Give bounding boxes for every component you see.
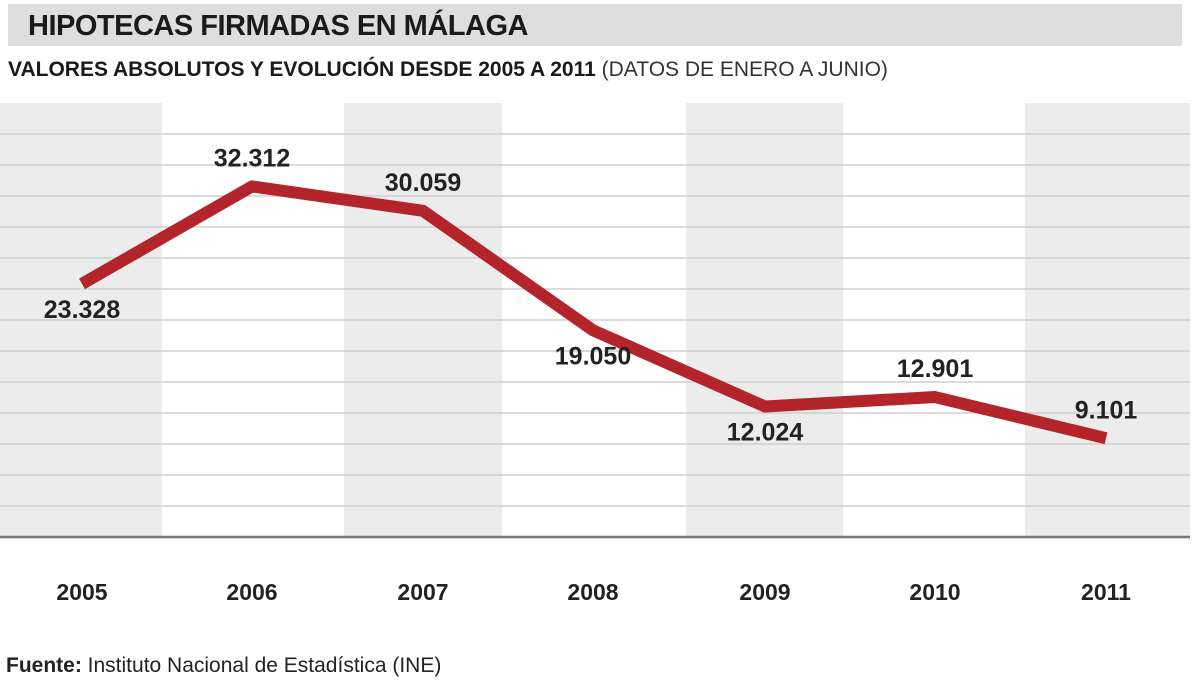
x-tick-2010: 2010 bbox=[909, 579, 960, 605]
subtitle-main: VALORES ABSOLUTOS Y EVOLUCIÓN DESDE 2005… bbox=[8, 58, 596, 81]
data-labels: 23.328 32.312 30.059 19.050 12.024 12.901 9.10… bbox=[44, 144, 1138, 446]
x-tick-2005: 2005 bbox=[56, 579, 107, 605]
line-chart: 23.328 32.312 30.059 19.050 12.024 12.901 9.10… bbox=[0, 103, 1190, 605]
chart-title: HIPOTECAS FIRMADAS EN MÁLAGA bbox=[28, 10, 528, 42]
x-tick-2006: 2006 bbox=[226, 579, 277, 605]
data-label-2005: 23.328 bbox=[44, 296, 121, 324]
data-label-2007: 30.059 bbox=[385, 169, 461, 197]
x-tick-2009: 2009 bbox=[739, 579, 790, 605]
series-line-hipotecas bbox=[79, 180, 1108, 445]
source-text: Instituto Nacional de Estadística (INE) bbox=[87, 654, 442, 677]
subtitle-note: (DATOS DE ENERO A JUNIO) bbox=[601, 58, 888, 81]
series-line bbox=[79, 180, 1108, 445]
data-label-2006: 32.312 bbox=[214, 144, 290, 172]
chart-subtitle: VALORES ABSOLUTOS Y EVOLUCIÓN DESDE 2005… bbox=[8, 58, 888, 82]
x-tick-2007: 2007 bbox=[397, 579, 448, 605]
source-note: Fuente: Instituto Nacional de Estadístic… bbox=[6, 654, 441, 678]
x-tick-2008: 2008 bbox=[567, 579, 618, 605]
data-label-2008: 19.050 bbox=[555, 342, 631, 370]
x-tick-2011: 2011 bbox=[1081, 579, 1131, 605]
data-label-2010: 12.901 bbox=[897, 355, 974, 383]
x-tick-labels: 2005 2006 2007 2008 2009 2010 2011 bbox=[56, 579, 1131, 605]
gridlines bbox=[0, 133, 1190, 507]
title-bar: HIPOTECAS FIRMADAS EN MÁLAGA bbox=[8, 4, 1182, 46]
data-label-2011: 9.101 bbox=[1075, 396, 1138, 424]
source-label: Fuente: bbox=[6, 654, 82, 677]
data-label-2009: 12.024 bbox=[727, 419, 804, 447]
